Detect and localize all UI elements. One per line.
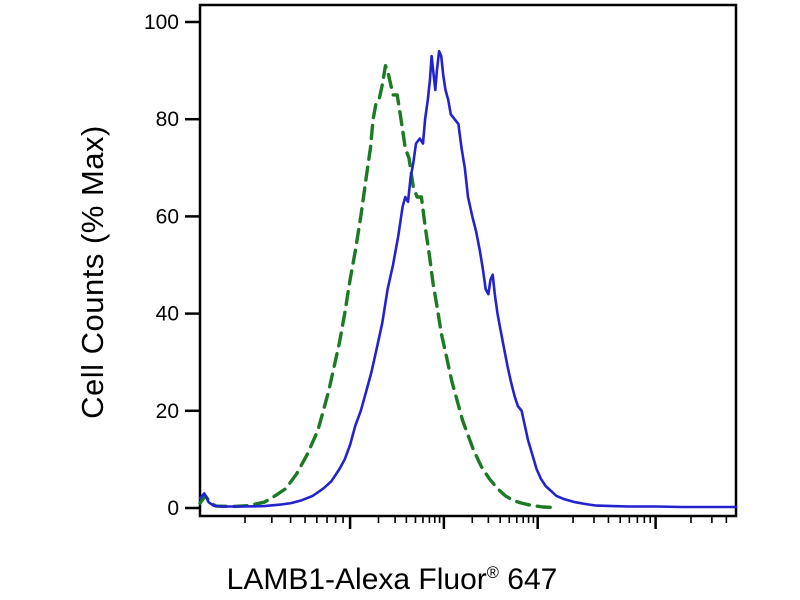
- y-tick-label: 0: [167, 497, 179, 520]
- lamb1-solid-blue-curve: [198, 49, 738, 509]
- registered-trademark-symbol: ®: [486, 564, 499, 582]
- x-axis-label-suffix: 647: [498, 563, 558, 596]
- control-dashed-green-curve: [198, 63, 556, 510]
- x-axis-label: LAMB1-Alexa Fluor® 647: [227, 563, 558, 597]
- y-tick-label: 20: [156, 400, 179, 423]
- y-tick-label: 40: [156, 303, 179, 326]
- y-tick-label: 60: [156, 205, 179, 228]
- x-axis-label-main: LAMB1-Alexa Fluor: [226, 563, 487, 596]
- y-tick-label: 80: [156, 108, 179, 131]
- plot-frame: [198, 3, 738, 518]
- y-tick-label: 100: [144, 11, 179, 34]
